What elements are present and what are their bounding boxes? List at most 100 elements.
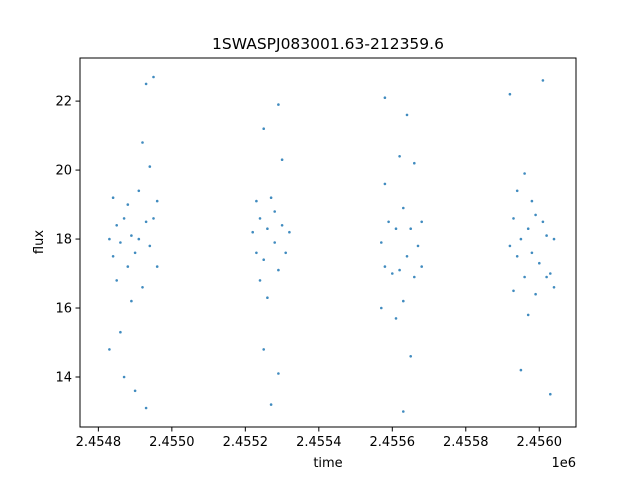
data-point bbox=[122, 217, 126, 220]
data-point bbox=[262, 127, 266, 130]
data-point bbox=[545, 234, 548, 237]
data-point bbox=[141, 141, 144, 144]
data-point bbox=[273, 210, 277, 213]
data-point bbox=[530, 199, 534, 203]
data-point bbox=[273, 241, 277, 244]
data-point bbox=[144, 406, 148, 410]
data-point bbox=[277, 372, 280, 375]
data-point bbox=[111, 196, 115, 199]
data-point bbox=[552, 237, 556, 241]
data-point bbox=[108, 237, 111, 241]
data-point bbox=[137, 189, 141, 193]
data-point bbox=[394, 227, 398, 230]
x-axis-ticks: 2.4548 2.4550 2.4552 2.4554 2.4556 2.4558 2.45… bbox=[76, 427, 562, 450]
chart-title: 1SWASPJ083001.63-212359.6 bbox=[212, 35, 444, 53]
data-point bbox=[119, 330, 122, 334]
data-point bbox=[549, 392, 552, 396]
data-point bbox=[526, 227, 530, 230]
data-point bbox=[549, 272, 552, 275]
data-points-layer bbox=[108, 75, 556, 413]
data-point bbox=[534, 213, 537, 217]
data-point bbox=[122, 375, 126, 379]
data-point bbox=[144, 82, 148, 86]
data-point bbox=[115, 279, 118, 282]
y-tick-label: 20 bbox=[55, 164, 72, 179]
data-point bbox=[416, 244, 420, 248]
data-point bbox=[380, 306, 383, 310]
data-point bbox=[519, 237, 523, 241]
data-point bbox=[405, 254, 409, 258]
data-point bbox=[133, 389, 137, 393]
data-point bbox=[115, 224, 118, 227]
data-point bbox=[108, 348, 111, 351]
data-point bbox=[152, 217, 155, 220]
data-point bbox=[380, 241, 383, 244]
data-point bbox=[288, 230, 291, 234]
data-point bbox=[144, 220, 148, 224]
data-point bbox=[266, 227, 269, 230]
data-point bbox=[130, 299, 133, 303]
data-point bbox=[405, 113, 409, 117]
data-point bbox=[420, 265, 424, 268]
data-point bbox=[508, 244, 512, 248]
data-point bbox=[126, 203, 130, 206]
data-point bbox=[383, 182, 387, 186]
data-point bbox=[262, 258, 266, 262]
x-tick-label: 2.4556 bbox=[370, 435, 416, 450]
data-point bbox=[277, 103, 280, 106]
data-point bbox=[155, 199, 159, 203]
data-point bbox=[523, 172, 526, 175]
data-point bbox=[394, 317, 398, 320]
data-point bbox=[552, 286, 556, 289]
data-point bbox=[402, 299, 405, 303]
data-point bbox=[526, 313, 530, 317]
data-point bbox=[541, 220, 545, 224]
x-axis-offset-label: 1e6 bbox=[551, 456, 576, 471]
y-axis-ticks: 14 16 18 20 22 bbox=[55, 95, 80, 385]
data-point bbox=[402, 206, 405, 210]
data-point bbox=[126, 265, 130, 268]
data-point bbox=[266, 296, 269, 300]
data-point bbox=[141, 286, 144, 289]
data-point bbox=[119, 241, 122, 244]
data-point bbox=[152, 75, 155, 79]
x-tick-label: 2.4554 bbox=[296, 435, 342, 450]
data-point bbox=[155, 265, 159, 268]
data-point bbox=[409, 227, 413, 230]
data-point bbox=[277, 268, 280, 272]
data-point bbox=[398, 268, 401, 272]
data-point bbox=[515, 189, 519, 193]
data-point bbox=[541, 79, 545, 82]
data-point bbox=[111, 254, 115, 258]
y-tick-label: 16 bbox=[55, 302, 72, 317]
data-point bbox=[280, 224, 284, 227]
data-point bbox=[251, 230, 254, 234]
data-point bbox=[391, 272, 394, 275]
data-point bbox=[258, 217, 262, 220]
data-point bbox=[269, 403, 273, 406]
data-point bbox=[545, 275, 548, 279]
data-point bbox=[269, 196, 273, 199]
y-tick-label: 18 bbox=[55, 233, 72, 248]
data-point bbox=[262, 348, 266, 351]
x-tick-label: 2.4548 bbox=[76, 435, 122, 450]
data-point bbox=[530, 251, 534, 255]
data-point bbox=[148, 165, 152, 168]
data-point bbox=[409, 355, 413, 358]
data-point bbox=[538, 261, 541, 265]
data-point bbox=[508, 92, 512, 96]
data-point bbox=[130, 234, 133, 237]
data-point bbox=[413, 275, 416, 279]
data-point bbox=[534, 292, 537, 296]
data-point bbox=[383, 265, 387, 268]
data-point bbox=[519, 368, 523, 372]
x-axis-label: time bbox=[313, 456, 342, 471]
data-point bbox=[398, 155, 401, 158]
x-tick-label: 2.4552 bbox=[223, 435, 269, 450]
data-point bbox=[137, 237, 141, 241]
plot-frame bbox=[79, 57, 577, 428]
data-point bbox=[387, 220, 390, 224]
data-point bbox=[148, 244, 152, 248]
